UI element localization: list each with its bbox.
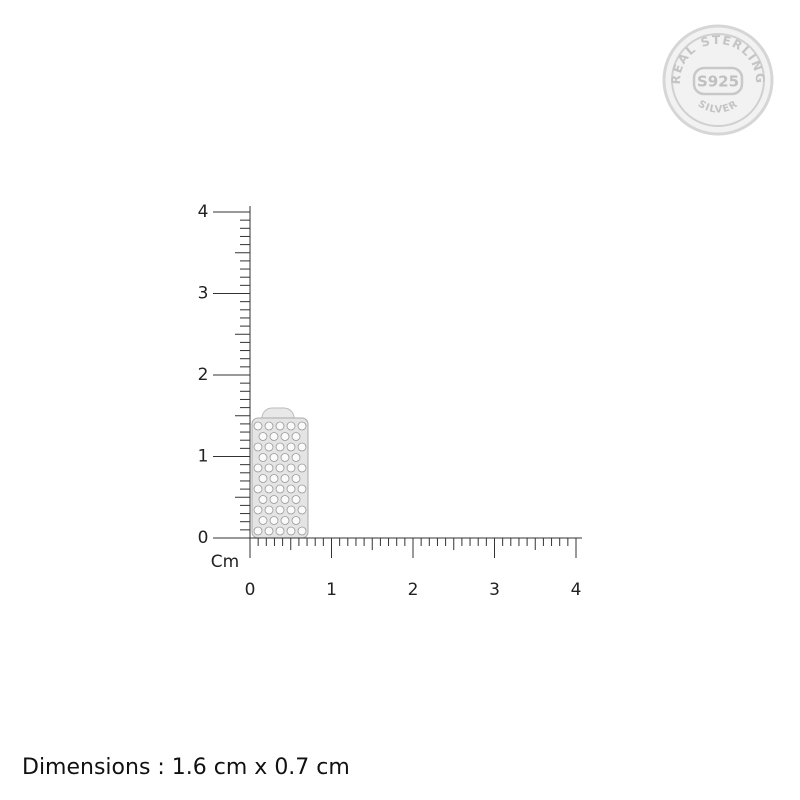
silver-badge: REAL STERLING SILVER S925 — [662, 24, 774, 136]
stone — [269, 453, 279, 462]
stone — [291, 495, 301, 504]
stone — [269, 474, 279, 483]
stone — [286, 421, 296, 431]
stone — [297, 463, 307, 473]
stone — [258, 474, 268, 483]
badge-ring — [662, 24, 774, 136]
stone — [297, 484, 307, 494]
stone — [275, 505, 285, 515]
stone — [264, 526, 274, 536]
stone — [275, 526, 285, 536]
stone — [258, 453, 268, 462]
stone — [297, 526, 307, 536]
stone — [280, 516, 290, 525]
stone — [286, 505, 296, 515]
y-tick-label: 3 — [198, 284, 209, 304]
stone — [280, 495, 290, 504]
stone — [275, 421, 285, 431]
badge-center-text: S925 — [697, 73, 739, 91]
stone — [269, 495, 279, 504]
stone — [258, 432, 268, 441]
stone — [286, 463, 296, 473]
stone — [253, 526, 263, 536]
stone — [269, 432, 279, 441]
stone — [275, 484, 285, 494]
stone — [280, 432, 290, 441]
badge-bottom-text: SILVER — [696, 99, 740, 116]
stone — [291, 432, 301, 441]
stone — [286, 484, 296, 494]
stone — [253, 484, 263, 494]
stone — [269, 516, 279, 525]
x-tick-label: 4 — [571, 580, 582, 600]
stone — [253, 505, 263, 515]
stone — [286, 526, 296, 536]
stone — [258, 495, 268, 504]
y-tick-label: 0 — [198, 528, 209, 548]
stone — [291, 453, 301, 462]
stone — [264, 484, 274, 494]
stone — [258, 516, 268, 525]
badge-bottom-path: SILVER — [696, 99, 739, 116]
stone — [253, 421, 263, 431]
stone — [297, 421, 307, 431]
stone — [280, 474, 290, 483]
stone — [264, 505, 274, 515]
stone — [297, 505, 307, 515]
stone — [275, 442, 285, 452]
stone — [297, 442, 307, 452]
stone — [253, 442, 263, 452]
stone — [264, 421, 274, 431]
stone — [280, 453, 290, 462]
y-tick-label: 2 — [198, 365, 209, 385]
badge-inner-ring — [671, 33, 765, 127]
y-tick-label: 1 — [198, 447, 209, 467]
stone — [291, 516, 301, 525]
stone — [286, 442, 296, 452]
dimensions-caption: Dimensions : 1.6 cm x 0.7 cm — [22, 755, 350, 780]
stone — [291, 474, 301, 483]
y-tick-label: 4 — [198, 202, 209, 222]
stone — [275, 463, 285, 473]
x-tick-label: 3 — [489, 580, 500, 600]
x-tick-label: 2 — [408, 580, 419, 600]
stone — [264, 463, 274, 473]
earring — [251, 407, 309, 539]
stone — [253, 463, 263, 473]
badge-center-box — [692, 66, 744, 96]
x-tick-label: 0 — [245, 580, 256, 600]
ruler: 0 1 2 3 4 0 1 2 3 4 — [198, 202, 582, 600]
unit-label: Cm — [211, 552, 239, 572]
x-tick-label: 1 — [326, 580, 337, 600]
stone — [264, 442, 274, 452]
